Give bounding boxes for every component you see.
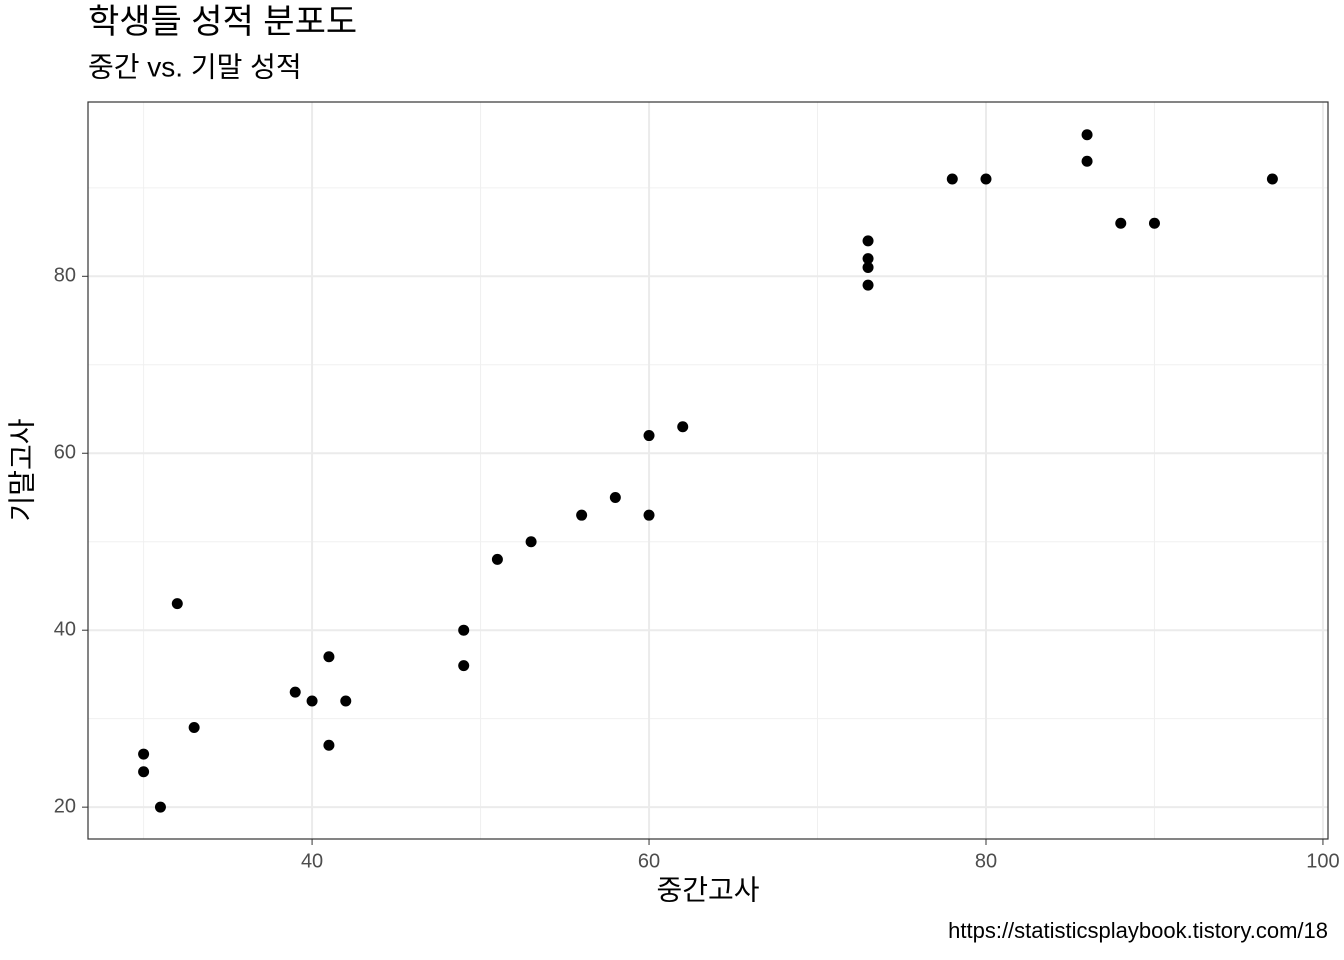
point — [525, 536, 537, 548]
x-tick-label: 40 — [301, 850, 323, 872]
point — [323, 739, 335, 751]
point — [862, 253, 874, 265]
point — [491, 553, 503, 565]
x-tick-label: 100 — [1306, 850, 1339, 872]
point — [609, 491, 621, 503]
point — [643, 509, 655, 521]
point — [862, 279, 874, 291]
point — [677, 421, 689, 433]
point — [1081, 155, 1093, 167]
point — [138, 766, 150, 778]
y-tick-label: 40 — [54, 618, 76, 640]
point — [1115, 217, 1127, 229]
point — [138, 748, 150, 760]
point — [1266, 173, 1278, 185]
point — [340, 695, 352, 707]
point — [643, 430, 655, 442]
point — [1081, 129, 1093, 141]
x-tick-label: 60 — [638, 850, 660, 872]
point — [946, 173, 958, 185]
panel-border — [87, 101, 1329, 840]
y-tick-label: 20 — [54, 795, 76, 817]
point — [171, 598, 183, 610]
x-tick-label: 80 — [975, 850, 997, 872]
point — [323, 651, 335, 663]
y-tick-label: 60 — [54, 442, 76, 464]
point — [289, 686, 301, 698]
point — [306, 695, 318, 707]
y-axis-title: 기말고사 — [6, 418, 37, 521]
point — [458, 660, 470, 672]
chart-title: 학생들 성적 분포도 — [88, 3, 357, 41]
point — [458, 624, 470, 636]
point — [862, 235, 874, 247]
point — [576, 509, 588, 521]
y-tick-label: 80 — [54, 265, 76, 287]
x-axis-title: 중간고사 — [656, 874, 759, 905]
caption: https://statisticsplaybook.tistory.com/1… — [948, 918, 1328, 943]
point — [154, 801, 166, 813]
point — [862, 261, 874, 273]
point — [980, 173, 992, 185]
point — [188, 722, 200, 734]
point — [1148, 217, 1160, 229]
chart-subtitle: 중간 vs. 기말 성적 — [88, 51, 302, 82]
